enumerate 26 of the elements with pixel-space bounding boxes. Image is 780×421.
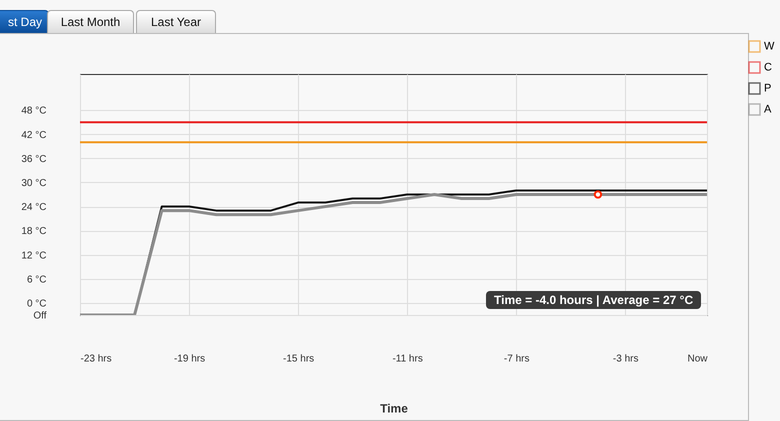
y-tick-label: 36 °C	[21, 154, 46, 165]
y-tick-label: 18 °C	[21, 226, 46, 238]
annotation: Time = -4.0 hours | Average = 27 °C	[486, 291, 702, 309]
y-tick-label: 30 °C	[21, 178, 46, 189]
text: Last Year	[136, 10, 216, 33]
x-axis-title: Time	[380, 402, 408, 416]
legend-label: W	[764, 40, 775, 52]
x-tick-label: -3 hrs	[612, 354, 638, 364]
y-tick-label: 42 °C	[21, 130, 46, 141]
y-tick-label: 24 °C	[21, 202, 46, 214]
x-tick-label: -11 hrs	[392, 354, 423, 364]
x-tick-label: -7 hrs	[504, 354, 530, 364]
legend-label: P	[764, 82, 772, 94]
x-tick-label: -15 hrs	[283, 354, 314, 364]
y-tick-label: Off	[33, 310, 47, 322]
y-tick-label: 48 °C	[21, 106, 46, 117]
text: st Day	[0, 10, 49, 33]
text: Last Month	[47, 10, 134, 33]
y-tick-label: 0 °C	[26, 298, 46, 310]
x-tick-label: -19 hrs	[174, 354, 206, 364]
legend-label: A	[764, 104, 772, 116]
y-tick-label: 12 °C	[21, 250, 46, 262]
y-tick-label: 6 °C	[26, 274, 46, 286]
legend-label: C	[764, 62, 772, 74]
x-tick-label: Now	[687, 354, 708, 364]
x-tick-label: -23 hrs	[80, 354, 112, 364]
